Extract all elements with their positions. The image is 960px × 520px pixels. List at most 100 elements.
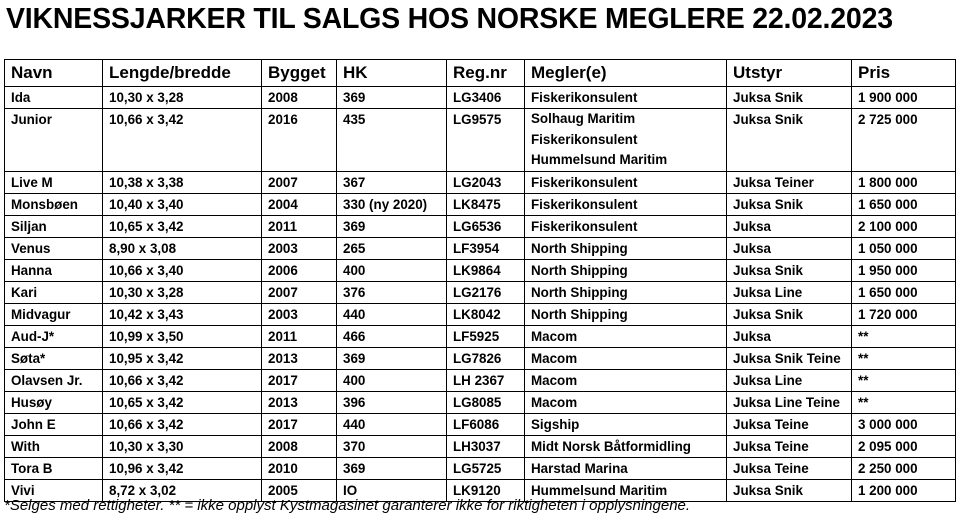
cell-bygget: 2003	[261, 302, 337, 326]
cell-bygget: 2005	[261, 478, 337, 502]
page-title: VIKNESSJARKER TIL SALGS HOS NORSKE MEGLE…	[6, 3, 893, 35]
cell-megler: Fiskerikonsulent	[524, 214, 727, 238]
cell-utstyr: Juksa	[726, 214, 852, 238]
table-row: Olavsen Jr. 10,66 x 3,42 2017 400 LH 2367 Mac…	[4, 368, 956, 392]
cell-pris: **	[851, 324, 956, 348]
cell-reg-nr: LK8475	[446, 192, 525, 216]
cell-lengde-bredde: 10,66 x 3,42	[102, 108, 262, 172]
cell-reg-nr: LG2176	[446, 280, 525, 304]
cell-reg-nr: LG2043	[446, 170, 525, 194]
cell-utstyr: Juksa Snik	[726, 258, 852, 282]
table-row: Søta* 10,95 x 3,42 2013 369 LG7826 Macom Juksa…	[4, 346, 956, 370]
cell-navn: Monsbøen	[4, 192, 103, 216]
cell-navn: Søta*	[4, 346, 103, 370]
cell-hk: 400	[336, 368, 447, 392]
cell-utstyr: Juksa Line	[726, 368, 852, 392]
cell-lengde-bredde: 10,99 x 3,50	[102, 324, 262, 348]
table-row: Tora B 10,96 x 3,42 2010 369 LG5725 Harstad M…	[4, 456, 956, 480]
cell-utstyr: Juksa Snik	[726, 86, 852, 109]
cell-hk: 370	[336, 434, 447, 458]
cell-bygget: 2013	[261, 346, 337, 370]
cell-megler: Macom	[524, 324, 727, 348]
cell-lengde-bredde: 10,42 x 3,43	[102, 302, 262, 326]
cell-bygget: 2013	[261, 390, 337, 414]
column-header-pris: Pris	[851, 59, 956, 87]
cell-hk: 440	[336, 412, 447, 436]
cell-lengde-bredde: 10,65 x 3,42	[102, 214, 262, 238]
table-row: Hanna 10,66 x 3,40 2006 400 LK9864 North Ship…	[4, 258, 956, 282]
cell-megler: North Shipping	[524, 302, 727, 326]
cell-hk: IO	[336, 478, 447, 502]
cell-navn: Kari	[4, 280, 103, 304]
cell-navn: Siljan	[4, 214, 103, 238]
table-row: Vivi 8,72 x 3,02 2005 IO LK9120 Hummelsund Ma…	[4, 478, 956, 502]
cell-megler: Sigship	[524, 412, 727, 436]
cell-utstyr: Juksa Snik Teine	[726, 346, 852, 370]
cell-lengde-bredde: 10,65 x 3,42	[102, 390, 262, 414]
cell-navn: Aud-J*	[4, 324, 103, 348]
cell-pris: 3 000 000	[851, 412, 956, 436]
cell-reg-nr: LF6086	[446, 412, 525, 436]
cell-navn: Ida	[4, 86, 103, 109]
cell-pris: 2 725 000	[851, 108, 956, 172]
cell-utstyr: Juksa	[726, 324, 852, 348]
cell-line: Hummelsund Maritim	[531, 152, 668, 167]
cell-megler: Fiskerikonsulent	[524, 192, 727, 216]
cell-hk: 376	[336, 280, 447, 304]
table-row: Kari 10,30 x 3,28 2007 376 LG2176 North Shipp…	[4, 280, 956, 304]
cell-bygget: 2017	[261, 412, 337, 436]
cell-reg-nr: LG5725	[446, 456, 525, 480]
cell-lengde-bredde: 10,38 x 3,38	[102, 170, 262, 194]
cell-utstyr: Juksa Line Teine	[726, 390, 852, 414]
table-row: Midvagur 10,42 x 3,43 2003 440 LK8042 North S…	[4, 302, 956, 326]
cell-utstyr: Juksa Teine	[726, 456, 852, 480]
cell-bygget: 2017	[261, 368, 337, 392]
cell-megler: Harstad Marina	[524, 456, 727, 480]
cell-lengde-bredde: 10,40 x 3,40	[102, 192, 262, 216]
cell-navn: Midvagur	[4, 302, 103, 326]
column-header-reg-nr: Reg.nr	[446, 59, 525, 87]
column-header-bygget: Bygget	[261, 59, 337, 87]
cell-hk: 440	[336, 302, 447, 326]
cell-megler: Macom	[524, 390, 727, 414]
cell-navn: With	[4, 434, 103, 458]
cell-hk: 466	[336, 324, 447, 348]
cell-navn: Tora B	[4, 456, 103, 480]
cell-utstyr: Juksa Snik	[726, 108, 852, 172]
cell-bygget: 2007	[261, 280, 337, 304]
cell-utstyr: Juksa	[726, 236, 852, 260]
cell-pris: 1 720 000	[851, 302, 956, 326]
cell-pris: **	[851, 390, 956, 414]
cell-navn: Live M	[4, 170, 103, 194]
cell-megler: Hummelsund Maritim	[524, 478, 727, 502]
table-row: Monsbøen 10,40 x 3,40 2004 330 (ny 2020) LK8…	[4, 192, 956, 216]
cell-bygget: 2016	[261, 108, 337, 172]
cell-pris: 1 650 000	[851, 280, 956, 304]
cell-pris: 2 095 000	[851, 434, 956, 458]
table-row: John E 10,66 x 3,42 2017 440 LF6086 Sigship Ju…	[4, 412, 956, 436]
cell-utstyr: Juksa Teine	[726, 434, 852, 458]
cell-pris: 2 100 000	[851, 214, 956, 238]
cell-hk: 369	[336, 214, 447, 238]
cell-navn: Venus	[4, 236, 103, 260]
boats-for-sale-table: Navn Lengde/bredde Bygget HK Reg.nr Megl…	[4, 59, 956, 502]
cell-bygget: 2003	[261, 236, 337, 260]
cell-utstyr: Juksa Teine	[726, 412, 852, 436]
cell-reg-nr: LK8042	[446, 302, 525, 326]
cell-navn: John E	[4, 412, 103, 436]
cell-lengde-bredde: 10,96 x 3,42	[102, 456, 262, 480]
table-row: Husøy 10,65 x 3,42 2013 396 LG8085 Macom Juksa…	[4, 390, 956, 414]
cell-pris: 1 200 000	[851, 478, 956, 502]
cell-pris: 2 250 000	[851, 456, 956, 480]
cell-hk: 369	[336, 86, 447, 109]
cell-megler: Macom	[524, 368, 727, 392]
table-row: Aud-J* 10,99 x 3,50 2011 466 LF5925 Macom Juks…	[4, 324, 956, 348]
cell-megler: Macom	[524, 346, 727, 370]
cell-utstyr: Juksa Snik	[726, 302, 852, 326]
cell-megler: North Shipping	[524, 258, 727, 282]
cell-line: Fiskerikonsulent	[531, 131, 638, 147]
cell-utstyr: Juksa Line	[726, 280, 852, 304]
cell-reg-nr: LG8085	[446, 390, 525, 414]
cell-megler: Solhaug Maritim Fiskerikonsulent Hummelsun…	[524, 108, 727, 172]
cell-navn: Husøy	[4, 390, 103, 414]
